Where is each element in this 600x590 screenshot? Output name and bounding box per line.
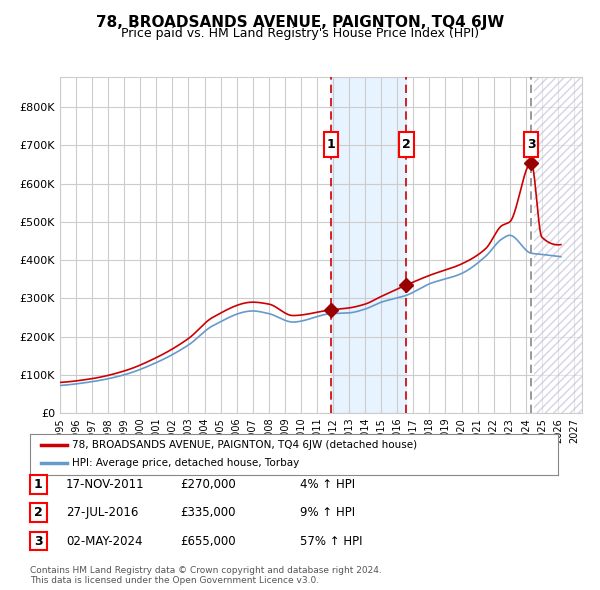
- Text: £270,000: £270,000: [180, 478, 236, 491]
- Text: 78, BROADSANDS AVENUE, PAIGNTON, TQ4 6JW (detached house): 78, BROADSANDS AVENUE, PAIGNTON, TQ4 6JW…: [72, 440, 418, 450]
- FancyBboxPatch shape: [324, 132, 338, 157]
- Bar: [534, 77, 582, 413]
- Text: 78, BROADSANDS AVENUE, PAIGNTON, TQ4 6JW: 78, BROADSANDS AVENUE, PAIGNTON, TQ4 6JW: [96, 15, 504, 30]
- Text: £335,000: £335,000: [180, 506, 235, 519]
- Text: 57% ↑ HPI: 57% ↑ HPI: [300, 535, 362, 548]
- Text: 3: 3: [34, 535, 43, 548]
- Text: 27-JUL-2016: 27-JUL-2016: [66, 506, 139, 519]
- Text: 3: 3: [527, 138, 536, 151]
- Text: Price paid vs. HM Land Registry's House Price Index (HPI): Price paid vs. HM Land Registry's House …: [121, 27, 479, 40]
- Text: 17-NOV-2011: 17-NOV-2011: [66, 478, 145, 491]
- FancyBboxPatch shape: [399, 132, 413, 157]
- Text: HPI: Average price, detached house, Torbay: HPI: Average price, detached house, Torb…: [72, 458, 299, 468]
- Bar: [534, 77, 582, 413]
- Text: 2: 2: [34, 506, 43, 519]
- Text: 1: 1: [327, 138, 335, 151]
- Text: 1: 1: [34, 478, 43, 491]
- Text: 9% ↑ HPI: 9% ↑ HPI: [300, 506, 355, 519]
- Bar: [331, 77, 406, 413]
- Text: 4% ↑ HPI: 4% ↑ HPI: [300, 478, 355, 491]
- FancyBboxPatch shape: [524, 132, 538, 157]
- Text: £655,000: £655,000: [180, 535, 236, 548]
- Text: Contains HM Land Registry data © Crown copyright and database right 2024.
This d: Contains HM Land Registry data © Crown c…: [30, 566, 382, 585]
- Text: 02-MAY-2024: 02-MAY-2024: [66, 535, 143, 548]
- Text: 2: 2: [402, 138, 411, 151]
